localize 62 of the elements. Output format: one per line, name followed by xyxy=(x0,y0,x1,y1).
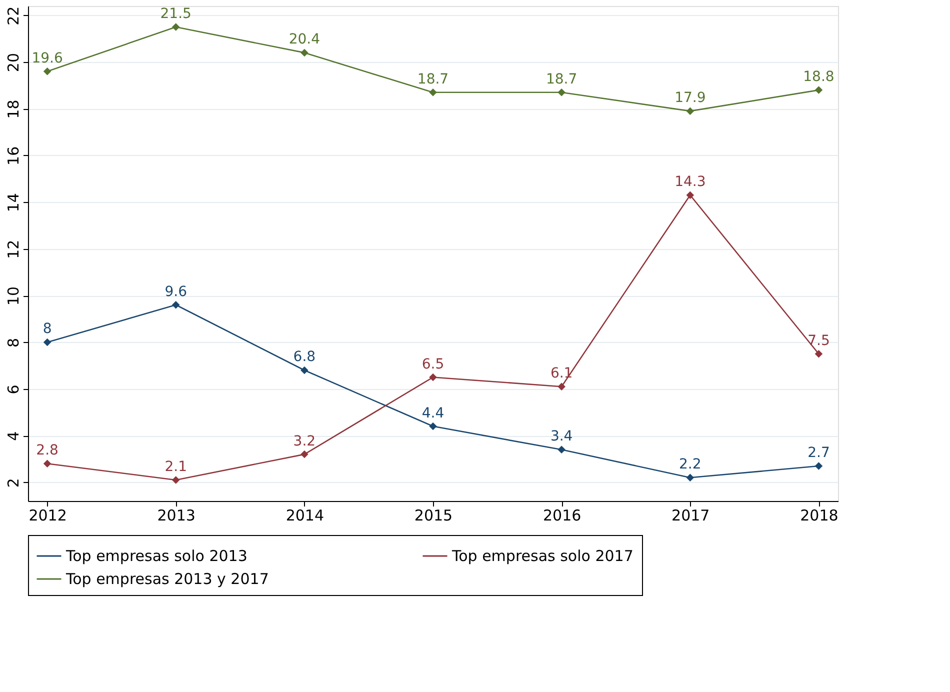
point xyxy=(300,450,308,458)
point xyxy=(300,366,308,374)
x-tick-label: 2015 xyxy=(414,506,453,524)
data-label: 2.7 xyxy=(808,444,830,461)
point xyxy=(172,476,180,484)
data-label: 6.8 xyxy=(293,349,316,366)
point xyxy=(300,48,308,57)
point xyxy=(43,460,52,468)
point xyxy=(558,88,566,96)
data-label: 3.2 xyxy=(293,433,316,450)
data-label: 9.6 xyxy=(164,284,188,300)
point xyxy=(172,23,180,31)
point xyxy=(43,68,52,76)
legend-label: Top empresas solo 2017 xyxy=(451,547,634,565)
x-tick-label: 2016 xyxy=(542,506,582,524)
data-label: 19.6 xyxy=(32,50,63,66)
data-label: 2.8 xyxy=(36,442,58,459)
y-tick-label: 16 xyxy=(4,146,22,166)
data-label: 18.8 xyxy=(803,69,834,86)
point xyxy=(686,107,694,115)
y-tick-label: 2 xyxy=(4,478,22,488)
x-tick-label: 2013 xyxy=(157,506,196,524)
y-tick-label: 22 xyxy=(4,6,22,26)
x-tick-label: 2012 xyxy=(28,506,67,524)
legend-label: Top empresas 2013 y 2017 xyxy=(65,570,269,588)
data-label: 3.4 xyxy=(550,428,573,445)
point xyxy=(43,338,52,346)
point xyxy=(429,373,437,382)
data-label: 4.4 xyxy=(422,405,444,422)
point xyxy=(429,422,437,430)
point xyxy=(686,474,694,482)
point xyxy=(558,382,566,390)
point xyxy=(558,446,566,454)
x-tick-label: 2014 xyxy=(286,506,324,524)
y-tick-label: 10 xyxy=(4,286,22,306)
y-tick-label: 4 xyxy=(4,431,22,441)
y-tick-label: 20 xyxy=(4,52,22,72)
point xyxy=(686,191,694,199)
point xyxy=(172,300,180,309)
y-tick-label: 6 xyxy=(4,384,22,394)
legend-label: Top empresas solo 2013 xyxy=(65,547,248,565)
data-label: 2.1 xyxy=(164,458,187,475)
data-label: 14.3 xyxy=(674,174,706,190)
point xyxy=(814,462,823,470)
data-label: 18.7 xyxy=(546,71,578,88)
y-tick-label: 8 xyxy=(4,338,22,348)
y-tick-label: 12 xyxy=(4,240,22,259)
data-label: 8 xyxy=(42,321,52,338)
point xyxy=(814,350,823,358)
data-label: 7.5 xyxy=(808,332,830,349)
point xyxy=(429,88,437,96)
data-label: 18.7 xyxy=(417,71,449,88)
y-tick-label: 14 xyxy=(4,193,22,212)
x-tick-label: 2018 xyxy=(800,506,838,524)
x-tick-label: 2017 xyxy=(672,506,710,524)
data-label: 2.2 xyxy=(679,456,702,473)
data-label: 21.5 xyxy=(160,6,192,22)
y-tick-label: 18 xyxy=(4,100,22,119)
data-label: 20.4 xyxy=(288,32,320,48)
point xyxy=(814,86,823,94)
data-label: 17.9 xyxy=(674,90,706,106)
data-label: 6.5 xyxy=(422,356,444,372)
